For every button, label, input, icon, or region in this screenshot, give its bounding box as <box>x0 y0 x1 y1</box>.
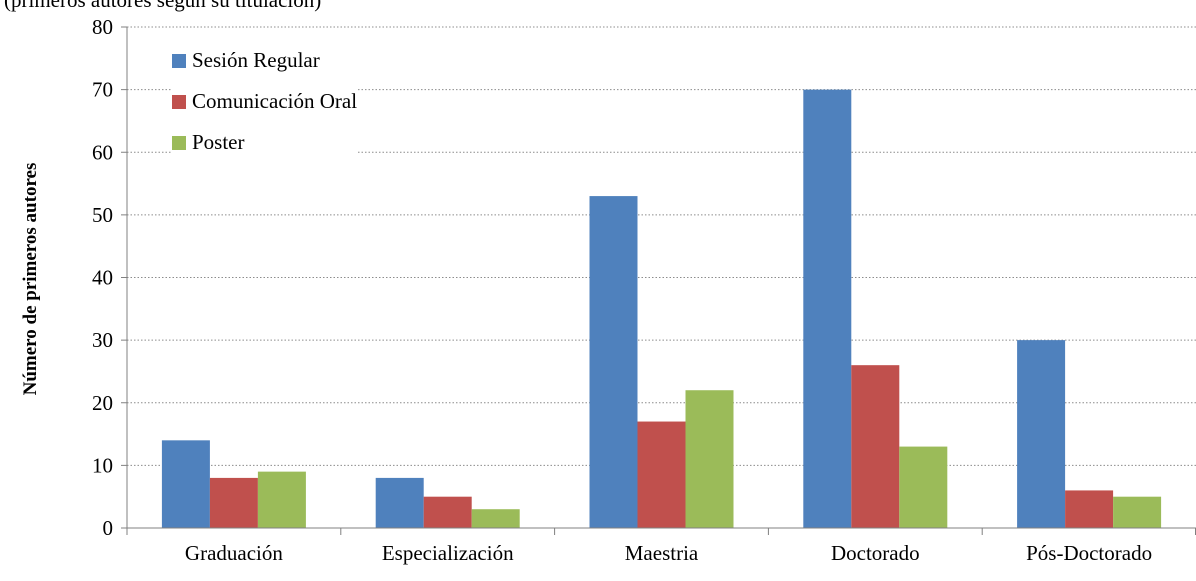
bars <box>161 89 1162 528</box>
legend-swatch-sesion-regular <box>172 53 186 68</box>
y-tick-label-0: 0 <box>103 516 114 540</box>
bar-poster-pos-doctorado <box>1113 496 1162 528</box>
legend-item-comunicacion-oral: Comunicación Oral <box>172 81 357 122</box>
y-tick-labels: 0 10 20 30 40 50 60 70 80 <box>92 15 113 540</box>
legend-item-sesion-regular: Sesión Regular <box>172 40 357 81</box>
bar-sesion-regular-doctorado <box>803 89 852 528</box>
bar-comunicacion-oral-graduacion <box>209 477 258 528</box>
bar-comunicacion-oral-especializacion <box>423 496 472 528</box>
x-tick-label-doctorado: Doctorado <box>831 541 920 565</box>
y-tick-label-20: 20 <box>92 391 113 415</box>
bar-poster-maestria <box>685 390 734 528</box>
legend-label-poster: Poster <box>192 130 245 154</box>
y-tick-label-60: 60 <box>92 140 113 164</box>
y-tick-label-50: 50 <box>92 203 113 227</box>
y-tick-label-80: 80 <box>92 15 113 39</box>
legend-item-poster: Poster <box>172 122 357 163</box>
bar-poster-especializacion <box>471 509 520 528</box>
bar-comunicacion-oral-pos-doctorado <box>1065 490 1114 528</box>
x-tick-label-especializacion: Especialización <box>382 541 514 565</box>
y-axis-label: Número de primeros autores <box>20 162 41 396</box>
bar-sesion-regular-maestria <box>589 196 638 528</box>
bar-sesion-regular-graduacion <box>161 440 210 528</box>
bar-sesion-regular-especializacion <box>375 477 424 528</box>
x-tick-label-graduacion: Graduación <box>185 541 283 565</box>
y-tick-label-40: 40 <box>92 266 113 290</box>
y-tick-label-70: 70 <box>92 78 113 102</box>
x-tick-labels: Graduación Especialización Maestria Doctora… <box>185 541 1152 565</box>
legend-label-sesion-regular: Sesión Regular <box>192 48 320 72</box>
legend-swatch-poster <box>172 135 186 150</box>
y-tick-label-10: 10 <box>92 453 113 477</box>
bar-poster-graduacion <box>257 471 306 528</box>
bar-comunicacion-oral-doctorado <box>851 365 900 528</box>
x-tick-label-maestria: Maestria <box>625 541 699 565</box>
y-tick-label-30: 30 <box>92 328 113 352</box>
x-tick-label-pos-doctorado: Pós-Doctorado <box>1026 541 1152 565</box>
bar-sesion-regular-pos-doctorado <box>1017 340 1066 528</box>
axes <box>121 26 1196 535</box>
legend: Sesión Regular Comunicación Oral Poster <box>172 40 358 163</box>
clipped-caption: (primeros autores según su titulación) <box>4 0 322 12</box>
legend-swatch-comunicacion-oral <box>172 94 186 109</box>
bar-comunicacion-oral-maestria <box>637 421 686 528</box>
bar-poster-doctorado <box>899 446 948 528</box>
legend-label-comunicacion-oral: Comunicación Oral <box>192 89 358 113</box>
